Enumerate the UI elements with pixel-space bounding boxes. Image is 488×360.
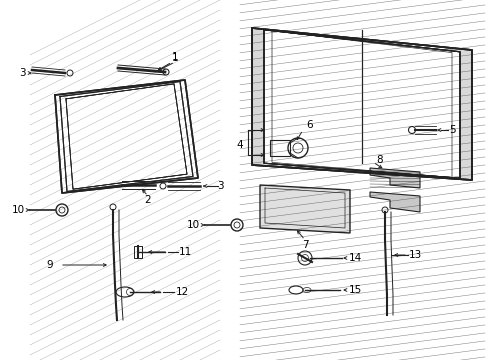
Text: 6: 6 (306, 120, 313, 130)
Text: 2: 2 (144, 195, 151, 205)
Polygon shape (251, 28, 471, 180)
Text: 5: 5 (448, 125, 454, 135)
Text: 1: 1 (171, 53, 178, 63)
Bar (134, 246, 142, 258)
Text: 15: 15 (347, 285, 361, 295)
Polygon shape (369, 168, 419, 188)
Polygon shape (264, 30, 361, 163)
Text: 12: 12 (175, 287, 188, 297)
Text: 3: 3 (19, 68, 25, 78)
Polygon shape (361, 30, 459, 178)
Text: 4: 4 (236, 140, 243, 150)
Polygon shape (264, 30, 459, 178)
Text: 10: 10 (186, 220, 199, 230)
Text: 1: 1 (171, 52, 178, 62)
Text: 11: 11 (178, 247, 191, 257)
Text: 13: 13 (407, 250, 421, 260)
Polygon shape (66, 84, 186, 189)
Text: 9: 9 (46, 260, 53, 270)
Text: 7: 7 (301, 240, 307, 250)
Text: 14: 14 (347, 253, 361, 263)
Bar (269, 140, 289, 156)
Text: 3: 3 (216, 181, 223, 191)
Text: 8: 8 (376, 155, 383, 165)
Text: 10: 10 (11, 205, 24, 215)
Polygon shape (260, 185, 349, 233)
Polygon shape (369, 192, 419, 212)
